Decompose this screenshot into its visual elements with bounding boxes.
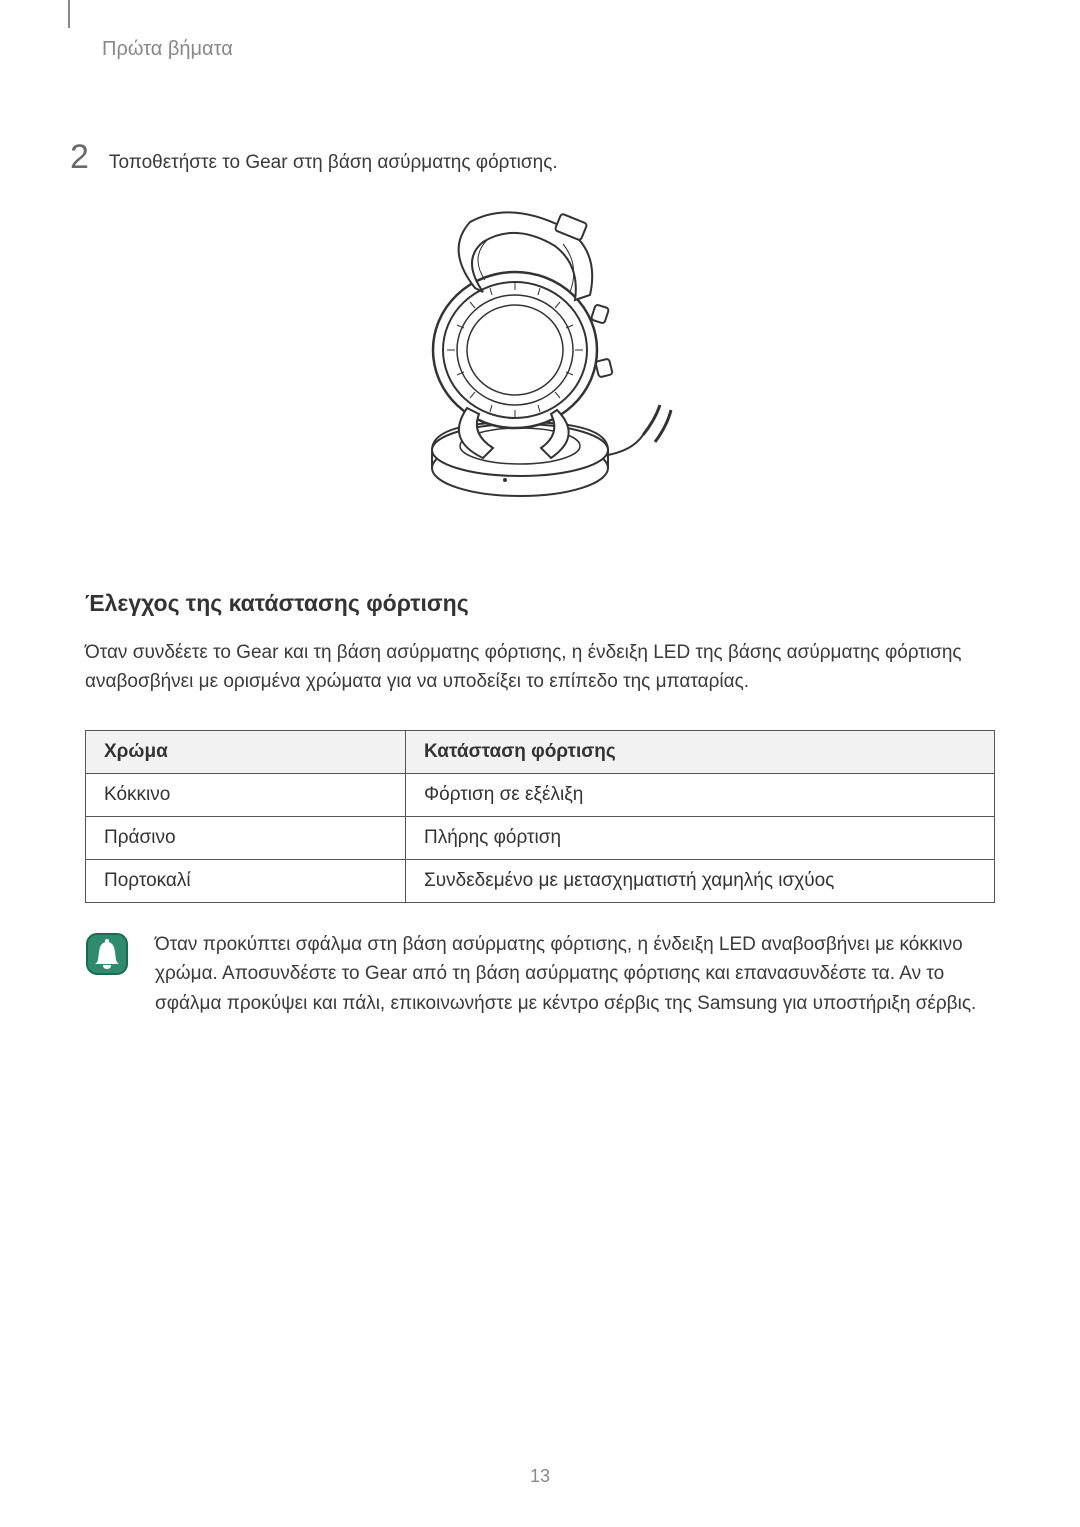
- charging-status-table: Χρώμα Κατάσταση φόρτισης Κόκκινο Φόρτιση…: [85, 730, 995, 903]
- table-header-row: Χρώμα Κατάσταση φόρτισης: [86, 731, 995, 774]
- step-text: Τοποθετήστε το Gear στη βάση ασύρματης φ…: [109, 150, 558, 177]
- step-row: 2 Τοποθετήστε το Gear στη βάση ασύρματης…: [70, 140, 558, 177]
- table-cell-status: Συνδεδεμένο με μετασχηματιστή χαμηλής ισ…: [406, 860, 995, 903]
- breadcrumb: Πρώτα βήματα: [102, 38, 233, 61]
- section-heading: Έλεγχος της κατάστασης φόρτισης: [85, 590, 469, 617]
- section-description: Όταν συνδέετε το Gear και τη βάση ασύρμα…: [85, 638, 995, 697]
- page-corner-mark: [68, 0, 70, 28]
- table-cell-status: Πλήρης φόρτιση: [406, 817, 995, 860]
- table-cell-status: Φόρτιση σε εξέλιξη: [406, 774, 995, 817]
- gear-dock-illustration: [375, 210, 705, 510]
- step-number: 2: [70, 140, 89, 174]
- table-cell-color: Πορτοκαλί: [86, 860, 406, 903]
- note-bell-icon: [85, 932, 129, 976]
- table-cell-color: Κόκκινο: [86, 774, 406, 817]
- page-number: 13: [530, 1466, 550, 1487]
- table-cell-color: Πράσινο: [86, 817, 406, 860]
- note-text: Όταν προκύπτει σφάλμα στη βάση ασύρματης…: [155, 930, 995, 1018]
- note-block: Όταν προκύπτει σφάλμα στη βάση ασύρματης…: [85, 930, 995, 1018]
- table-header-color: Χρώμα: [86, 731, 406, 774]
- table-row: Κόκκινο Φόρτιση σε εξέλιξη: [86, 774, 995, 817]
- table-header-status: Κατάσταση φόρτισης: [406, 731, 995, 774]
- table-row: Πορτοκαλί Συνδεδεμένο με μετασχηματιστή …: [86, 860, 995, 903]
- table-row: Πράσινο Πλήρης φόρτιση: [86, 817, 995, 860]
